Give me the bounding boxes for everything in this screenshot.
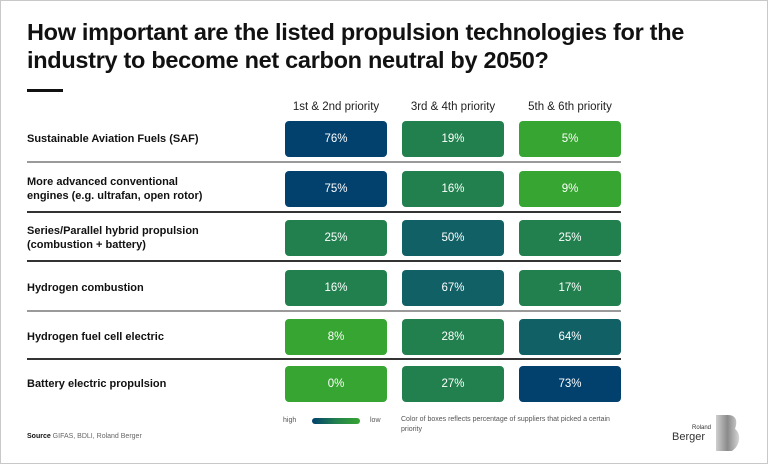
- row-label: Sustainable Aviation Fuels (SAF): [27, 132, 277, 146]
- row-label: Hydrogen combustion: [27, 281, 277, 295]
- row-divider: [27, 260, 621, 262]
- value-cell: 64%: [519, 319, 621, 355]
- row-label: Series/Parallel hybrid propulsion (combus…: [27, 224, 277, 252]
- chart-title: How important are the listed propulsion …: [27, 19, 685, 73]
- row-label-line: Hydrogen combustion: [27, 282, 144, 294]
- row-label-line: Series/Parallel hybrid propulsion: [27, 225, 199, 237]
- value-cell: 9%: [519, 171, 621, 207]
- value-cell: 25%: [519, 220, 621, 256]
- value-cell: 27%: [402, 366, 504, 402]
- legend-gradient-bar: [312, 418, 360, 424]
- source-text: GIFAS, BDLI, Roland Berger: [50, 433, 142, 440]
- row-label: Hydrogen fuel cell electric: [27, 330, 277, 344]
- value-cell: 67%: [402, 270, 504, 306]
- value-cell: 19%: [402, 121, 504, 157]
- row-label: More advanced conventional engines (e.g. …: [27, 175, 277, 203]
- value-cell: 5%: [519, 121, 621, 157]
- row-label-line: Sustainable Aviation Fuels (SAF): [27, 133, 199, 145]
- value-cell: 76%: [285, 121, 387, 157]
- value-cell: 8%: [285, 319, 387, 355]
- title-underline: [27, 89, 63, 92]
- row-divider: [27, 358, 621, 360]
- value-cell: 0%: [285, 366, 387, 402]
- value-cell: 50%: [402, 220, 504, 256]
- value-cell: 16%: [285, 270, 387, 306]
- row-divider: [27, 211, 621, 213]
- logo-b-icon: [716, 415, 740, 451]
- row-label-line: engines (e.g. ultrafan, open rotor): [27, 190, 203, 202]
- column-header: 3rd & 4th priority: [410, 101, 496, 113]
- source-label: Source: [27, 433, 51, 440]
- column-header: 1st & 2nd priority: [292, 101, 380, 113]
- legend-high-label: high: [283, 417, 297, 424]
- row-label-line: (combustion + battery): [27, 239, 146, 251]
- value-cell: 25%: [285, 220, 387, 256]
- logo-text-small: Roland: [692, 425, 712, 431]
- row-divider: [27, 161, 621, 163]
- source-note: Source GIFAS, BDLI, Roland Berger: [27, 433, 142, 440]
- row-label-line: Battery electric propulsion: [27, 378, 167, 390]
- value-cell: 75%: [285, 171, 387, 207]
- value-cell: 16%: [402, 171, 504, 207]
- value-cell: 17%: [519, 270, 621, 306]
- row-label-line: Hydrogen fuel cell electric: [27, 331, 164, 343]
- column-header: 5th & 6th priority: [528, 101, 612, 113]
- row-label: Battery electric propulsion: [27, 377, 277, 391]
- legend-low-label: low: [370, 417, 381, 424]
- legend-note: Color of boxes reflects percentage of su…: [401, 416, 610, 433]
- row-label-line: More advanced conventional: [27, 176, 178, 188]
- value-cell: 28%: [402, 319, 504, 355]
- value-cell: 73%: [519, 366, 621, 402]
- row-divider: [27, 310, 621, 312]
- logo-text-big: Berger: [672, 431, 706, 443]
